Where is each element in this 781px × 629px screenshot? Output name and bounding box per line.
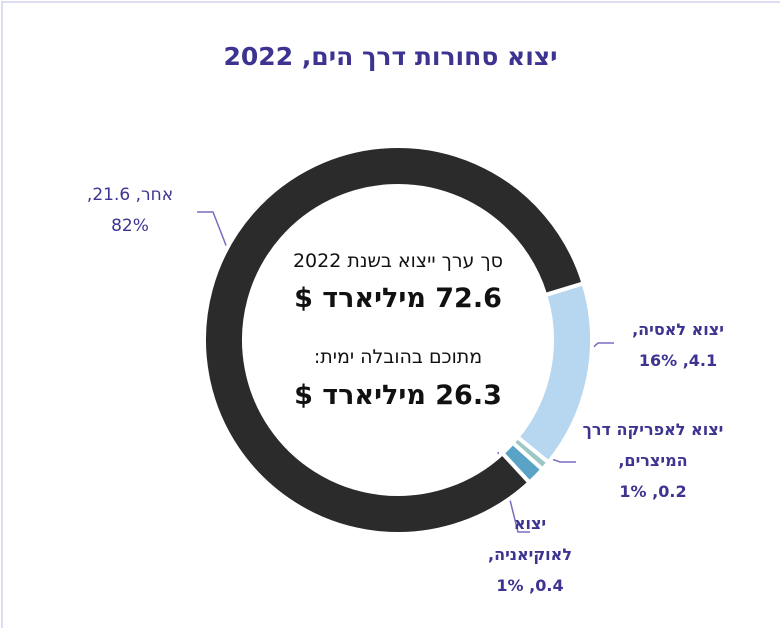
center-text: 26.3 מיליארד $ xyxy=(294,380,502,411)
category-label: יצוא לאפריקה דרך המיצרים, xyxy=(582,420,724,470)
category-label: יצוא לאוקיאניה, xyxy=(488,514,572,564)
segment-label: יצוא לאסיה, 4.1, 16% xyxy=(608,314,748,376)
value-label: 21.6, xyxy=(86,185,131,205)
percentage-label: 16% xyxy=(638,351,678,370)
value-label: 4.1, xyxy=(682,351,718,370)
segment-label: יצוא לאוקיאניה, 0.4, 1% xyxy=(480,508,580,601)
percentage-label: 1% xyxy=(496,576,524,595)
percentage-label: 1% xyxy=(619,482,647,501)
chart-title: יצוא סחורות דרך הים, 2022 xyxy=(223,42,558,71)
category-label: יצוא לאסיה, xyxy=(632,320,724,339)
value-label: 0.4, xyxy=(529,576,564,595)
percentage-label: 82% xyxy=(111,216,149,236)
category-label: אחר, xyxy=(135,185,174,205)
center-text: 72.6 מיליארד $ xyxy=(294,283,502,314)
donut-segment xyxy=(202,144,587,536)
segment-label: יצוא לאפריקה דרך המיצרים, 0.2, 1% xyxy=(578,414,728,507)
center-text: מתוכם בהובלה ימית: xyxy=(313,346,483,368)
center-text: סך ערך ייצוא בשנת 2022 xyxy=(292,250,504,272)
segment-label: אחר, 21.6, 82% xyxy=(55,180,205,242)
value-label: 0.2, xyxy=(652,482,687,501)
